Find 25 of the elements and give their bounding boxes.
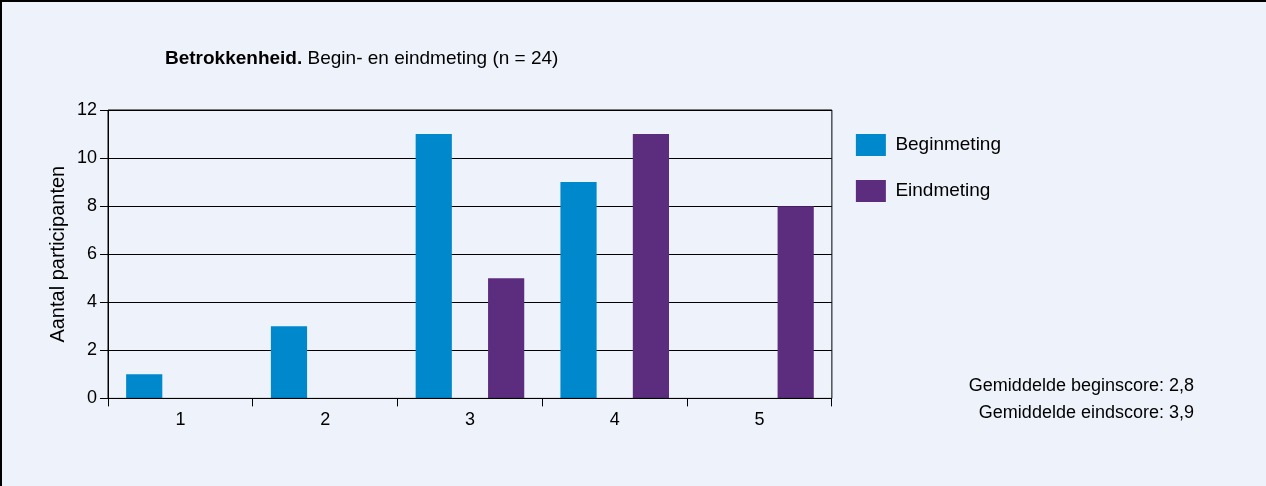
chart-title: Betrokkenheid. Begin- en eindmeting (n = 24): [165, 47, 559, 69]
y-tick-label: 4: [87, 291, 98, 312]
y-tick-label: 2: [87, 339, 98, 360]
y-tick-label: 0: [87, 387, 98, 408]
bar: [777, 206, 814, 398]
x-tick-label: 2: [320, 409, 331, 430]
y-tick-label: 6: [87, 243, 98, 264]
bar: [415, 134, 452, 398]
bar: [560, 182, 597, 398]
y-axis-title: Aantal participanten: [45, 165, 68, 343]
text: Gemiddelde eindscore: 3,9: [977, 401, 1194, 424]
y-tick-label: 8: [87, 195, 98, 216]
x-tick-label: 5: [754, 409, 765, 430]
y-tick-label: 10: [76, 147, 98, 168]
x-tick-label: 3: [464, 409, 475, 430]
bar: [632, 134, 670, 398]
legend-label: Eindmeting: [895, 179, 991, 201]
text: Gemiddelde beginscore: 2,8: [968, 374, 1194, 397]
bar: [488, 278, 525, 398]
x-tick-label: 1: [175, 409, 186, 430]
y-tick-label: 12: [76, 98, 98, 119]
bar: [126, 374, 163, 398]
x-tick-label: 4: [609, 409, 620, 430]
bar: [270, 326, 308, 398]
legend-label: Beginmeting: [895, 133, 1001, 155]
